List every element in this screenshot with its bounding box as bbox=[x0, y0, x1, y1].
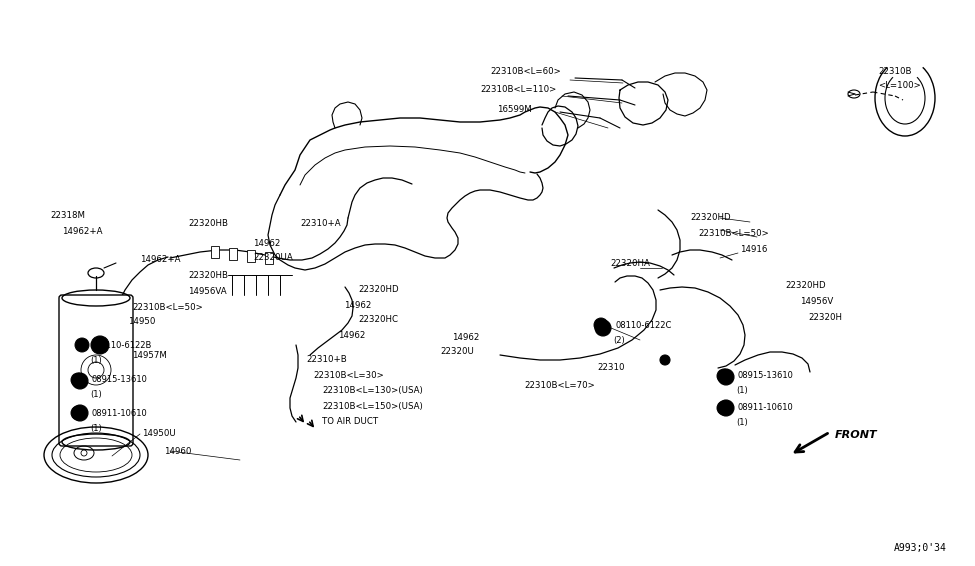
Circle shape bbox=[595, 320, 611, 336]
Text: <L=100>: <L=100> bbox=[878, 80, 920, 89]
Text: 14962+A: 14962+A bbox=[62, 228, 102, 237]
Circle shape bbox=[660, 355, 670, 365]
Text: 14962: 14962 bbox=[338, 332, 366, 341]
Text: 14950U: 14950U bbox=[142, 430, 176, 439]
Text: 08911-10610: 08911-10610 bbox=[92, 409, 148, 418]
Text: 22310+A: 22310+A bbox=[300, 220, 340, 229]
Text: W: W bbox=[77, 379, 83, 384]
FancyBboxPatch shape bbox=[229, 248, 237, 260]
Text: FRONT: FRONT bbox=[835, 430, 878, 440]
Text: 22318M: 22318M bbox=[50, 211, 85, 220]
Text: 08110-6122C: 08110-6122C bbox=[615, 320, 672, 329]
Text: 22320HC: 22320HC bbox=[358, 315, 398, 324]
Text: (1): (1) bbox=[90, 423, 101, 432]
FancyBboxPatch shape bbox=[265, 252, 273, 264]
FancyBboxPatch shape bbox=[247, 250, 255, 262]
Text: 22320UA: 22320UA bbox=[253, 254, 292, 263]
Text: (1): (1) bbox=[736, 387, 748, 396]
Text: 22320HB: 22320HB bbox=[188, 272, 228, 281]
Text: 14916: 14916 bbox=[740, 246, 767, 255]
Text: 22320HA: 22320HA bbox=[610, 259, 650, 268]
FancyBboxPatch shape bbox=[59, 295, 133, 446]
Text: 14956V: 14956V bbox=[800, 298, 834, 307]
Text: 14950: 14950 bbox=[128, 318, 155, 327]
Text: 14956VA: 14956VA bbox=[188, 286, 226, 295]
Text: 22310: 22310 bbox=[597, 363, 625, 372]
Circle shape bbox=[71, 406, 85, 420]
FancyBboxPatch shape bbox=[211, 246, 219, 258]
Circle shape bbox=[594, 318, 608, 332]
Text: 14962: 14962 bbox=[253, 239, 281, 248]
Text: 08110-6122B: 08110-6122B bbox=[96, 341, 152, 349]
Text: 22310B: 22310B bbox=[878, 67, 912, 76]
Text: 22310B<L=50>: 22310B<L=50> bbox=[132, 302, 203, 311]
Text: 08911-10610: 08911-10610 bbox=[738, 404, 794, 413]
Text: N: N bbox=[722, 405, 726, 410]
Text: (1): (1) bbox=[736, 418, 748, 427]
Text: 22320H: 22320H bbox=[808, 314, 842, 323]
Text: 22310B<L=150>(USA): 22310B<L=150>(USA) bbox=[322, 401, 423, 410]
Text: (2): (2) bbox=[613, 336, 625, 345]
Text: 22320HD: 22320HD bbox=[690, 213, 730, 222]
Text: N: N bbox=[723, 405, 728, 410]
Text: B: B bbox=[98, 341, 102, 349]
Text: 22310+B: 22310+B bbox=[306, 355, 347, 365]
Text: 14962+A: 14962+A bbox=[140, 255, 180, 264]
Circle shape bbox=[71, 373, 85, 387]
Text: 22310B<L=30>: 22310B<L=30> bbox=[313, 371, 384, 380]
Text: (1): (1) bbox=[90, 391, 101, 400]
Text: N: N bbox=[76, 410, 80, 415]
Text: 22320U: 22320U bbox=[440, 348, 474, 357]
Text: B: B bbox=[601, 324, 605, 332]
Text: 22310B<L=110>: 22310B<L=110> bbox=[480, 85, 557, 95]
Text: 22310B<L=60>: 22310B<L=60> bbox=[490, 67, 561, 76]
Text: 22310B<L=130>(USA): 22310B<L=130>(USA) bbox=[322, 387, 423, 396]
Text: B: B bbox=[599, 323, 604, 328]
Text: 14962: 14962 bbox=[452, 333, 480, 342]
Circle shape bbox=[75, 338, 89, 352]
Circle shape bbox=[72, 405, 88, 421]
Text: TO AIR DUCT: TO AIR DUCT bbox=[322, 418, 378, 427]
Circle shape bbox=[72, 373, 88, 389]
Text: B: B bbox=[80, 342, 84, 348]
Circle shape bbox=[91, 336, 109, 354]
Text: 16599M: 16599M bbox=[497, 105, 531, 114]
Text: 22320HD: 22320HD bbox=[358, 285, 399, 294]
Text: N: N bbox=[78, 410, 82, 415]
Text: W: W bbox=[75, 378, 81, 383]
Text: W: W bbox=[722, 375, 729, 379]
Circle shape bbox=[718, 400, 734, 416]
Text: 22310B<L=70>: 22310B<L=70> bbox=[524, 380, 595, 389]
Text: 08915-13610: 08915-13610 bbox=[92, 375, 148, 384]
Text: 22320HD: 22320HD bbox=[785, 281, 826, 289]
Circle shape bbox=[718, 369, 734, 385]
Circle shape bbox=[717, 401, 731, 415]
Text: 22310B<L=50>: 22310B<L=50> bbox=[698, 229, 768, 238]
Text: A993;0'34: A993;0'34 bbox=[893, 543, 947, 553]
Text: 08915-13610: 08915-13610 bbox=[738, 371, 794, 380]
Circle shape bbox=[717, 369, 731, 383]
Text: (1): (1) bbox=[90, 355, 101, 365]
Text: W: W bbox=[721, 374, 727, 379]
Text: 14962: 14962 bbox=[344, 301, 371, 310]
Text: 14957M: 14957M bbox=[132, 351, 167, 361]
Text: 14960: 14960 bbox=[164, 447, 191, 456]
Text: 22320HB: 22320HB bbox=[188, 220, 228, 229]
